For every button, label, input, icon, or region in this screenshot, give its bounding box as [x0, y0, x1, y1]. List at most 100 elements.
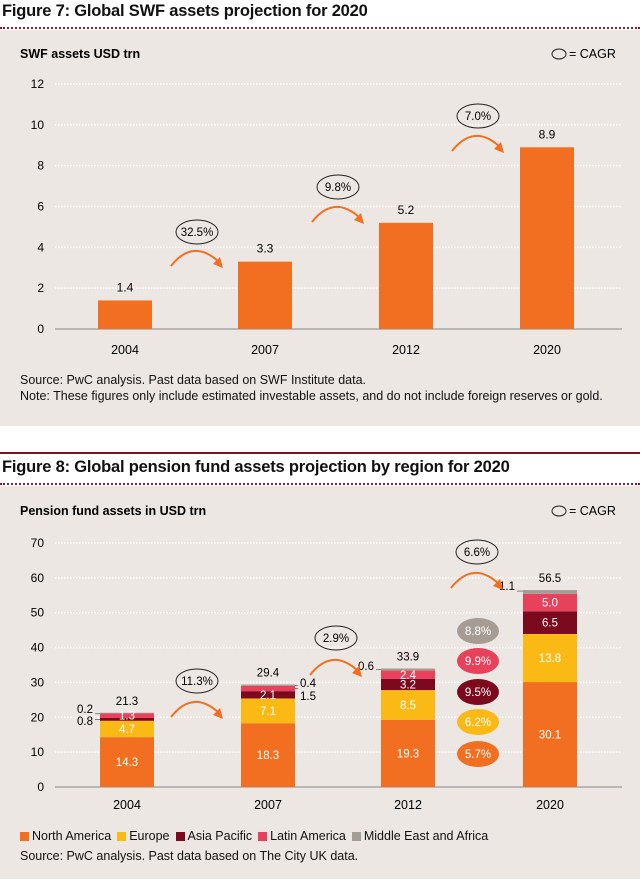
segment-label: 4.7: [119, 724, 135, 736]
x-tick-label: 2007: [254, 798, 282, 812]
bar-segment: [241, 723, 295, 787]
cagr-arrow: [450, 572, 500, 589]
bar-segment: [100, 737, 154, 787]
bar-segment: [381, 670, 435, 679]
x-tick-label: 2012: [392, 343, 420, 357]
bar-segment: [241, 684, 295, 686]
cagr-arrow: [311, 206, 361, 223]
figure-8-source: Source: PwC analysis. Past data based on…: [20, 849, 359, 863]
y-axis-title: SWF assets USD trn: [20, 47, 140, 61]
legend-swatch: [117, 832, 127, 842]
legend-item: Latin America: [258, 829, 346, 843]
y-tick-label: 50: [31, 606, 45, 620]
y-tick-label: 12: [31, 77, 45, 91]
value-label: 8.9: [539, 127, 556, 141]
bar-segment: [381, 719, 435, 787]
legend-label: Latin America: [270, 829, 346, 843]
arrow-head-icon: [352, 666, 362, 677]
legend-label: Middle East and Africa: [363, 829, 489, 843]
bar-segment: [241, 685, 295, 692]
y-tick-label: 30: [31, 675, 45, 689]
segment-label: 0.8: [77, 716, 93, 728]
cagr-arrow: [170, 250, 220, 267]
bar-segment: [523, 593, 577, 612]
region-cagr-label: 6.2%: [465, 717, 491, 729]
y-tick-label: 2: [37, 281, 44, 295]
bar: [520, 147, 574, 329]
cagr-label: 7.0%: [465, 111, 491, 123]
x-tick-label: 2020: [533, 343, 561, 357]
bar: [98, 300, 152, 329]
value-label: 5.2: [398, 203, 415, 217]
segment-label: 0.6: [358, 661, 374, 673]
bar-segment: [241, 691, 295, 699]
value-label: 3.3: [257, 242, 274, 256]
bar-segment: [100, 720, 154, 738]
bar-segment: [241, 698, 295, 724]
cagr-key-icon: [551, 48, 567, 60]
cagr-label: 6.6%: [464, 547, 490, 559]
cagr-label: 11.3%: [181, 676, 213, 688]
arrow-head-icon: [494, 142, 504, 153]
bar-segment: [381, 678, 435, 691]
x-tick-label: 2004: [111, 343, 139, 357]
cagr-key-label: = CAGR: [569, 47, 616, 61]
legend-swatch: [258, 832, 268, 842]
y-axis-title: Pension fund assets in USD trn: [20, 504, 206, 518]
x-tick-label: 2012: [394, 798, 422, 812]
legend: North America Europe Asia Pacific Latin Ame…: [20, 829, 488, 843]
total-label: 56.5: [539, 573, 561, 585]
segment-label: 30.1: [539, 730, 561, 742]
total-label: 33.9: [397, 651, 419, 663]
bar-segment: [381, 690, 435, 720]
cagr-arrow: [170, 701, 220, 718]
legend-label: Asia Pacific: [187, 829, 253, 843]
bar: [238, 261, 292, 329]
figure-7-source: Source: PwC analysis. Past data based on…: [20, 373, 367, 387]
cagr-bubble: [455, 539, 499, 565]
region-cagr-bubble: [457, 709, 499, 735]
x-tick-label: 2020: [536, 798, 564, 812]
arrow-head-icon: [213, 257, 223, 268]
value-label: 1.4: [117, 280, 134, 294]
legend-swatch: [351, 832, 361, 842]
region-cagr-label: 9.9%: [465, 656, 491, 668]
legend-item: Asia Pacific: [175, 829, 253, 843]
arrow-head-icon: [354, 213, 364, 224]
cagr-key-icon: [551, 505, 567, 517]
figure-7-note: Note: These figures only include estimat…: [20, 389, 603, 403]
cagr-bubble: [314, 625, 358, 651]
y-tick-label: 40: [31, 641, 45, 655]
region-cagr-label: 8.8%: [465, 626, 491, 638]
cagr-bubble: [456, 103, 500, 129]
total-label: 29.4: [257, 668, 280, 680]
segment-label: 1.3: [119, 711, 135, 723]
cagr-arrow: [309, 659, 359, 676]
region-cagr-bubble: [457, 648, 499, 674]
region-cagr-bubble: [457, 618, 499, 644]
divider: [0, 27, 640, 29]
segment-label: 18.3: [257, 750, 279, 762]
y-tick-label: 20: [31, 710, 45, 724]
segment-label: 3.2: [400, 680, 416, 692]
segment-label: 0.2: [77, 704, 93, 716]
legend-item: North America: [20, 829, 111, 843]
total-label: 21.3: [116, 696, 138, 708]
cagr-bubble: [175, 219, 219, 245]
figure-7-title: Figure 7: Global SWF assets projection f…: [2, 2, 368, 20]
y-tick-label: 10: [31, 745, 45, 759]
legend-item: Europe: [117, 829, 170, 843]
divider: [0, 483, 640, 485]
legend-label: Europe: [129, 829, 170, 843]
divider: [0, 452, 640, 454]
bar: [379, 222, 433, 329]
legend-item: Middle East and Africa: [351, 829, 489, 843]
y-tick-label: 4: [37, 240, 44, 254]
y-tick-label: 8: [37, 159, 44, 173]
cagr-key-label: = CAGR: [569, 504, 616, 518]
figure-8-title: Figure 8: Global pension fund assets pro…: [2, 458, 510, 476]
segment-label: 7.1: [260, 706, 276, 718]
cagr-bubble: [316, 174, 360, 200]
bar-segment: [100, 712, 154, 714]
